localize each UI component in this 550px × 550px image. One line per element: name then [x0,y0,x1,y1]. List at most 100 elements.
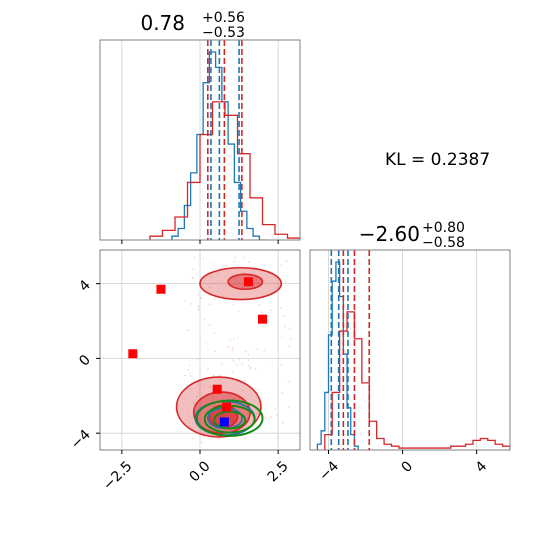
joint-sample-dot [202,257,204,260]
joint-sample-dot [234,397,237,400]
joint-sample-dot [249,367,251,370]
joint-sample-dot [237,310,240,313]
joint-sample-dot [277,260,280,263]
joint-sample-dot [232,359,235,362]
joint-sample-dot [276,436,279,439]
joint-sample-dot [225,264,228,267]
joint-sample-dot [208,386,211,389]
joint-sample-dot [244,350,247,353]
joint-sample-dot [200,297,203,299]
joint-sample-dot [212,397,215,400]
joint-x-tick-label-0: −2.5 [100,458,135,493]
marginal-panel-param-1: 0.78 +0.56 −0.53 [99,10,301,244]
joint-x-ticks: −2.5 0.0 2.5 [100,450,292,494]
joint-sample-dot [186,412,188,415]
joint-sample-dot [289,337,292,340]
right-histogram-blue [316,261,359,450]
joint-x-tick-label-2: 2.5 [265,458,292,485]
joint-sample-dot [192,268,194,271]
joint-sample-dot [186,329,189,332]
joint-sample-dot [192,437,195,440]
right-title-lower: −0.58 [422,235,465,251]
right-histograms [316,261,510,450]
joint-sample-dot [286,260,288,263]
joint-sample-dot [231,346,234,349]
right-x-tick-label-2: 4 [473,458,491,476]
joint-sample-dot [242,389,244,392]
right-panel-frame [309,249,511,451]
right-x-ticks: −4 0 4 [316,450,490,484]
joint-sample-dot [202,432,205,435]
joint-x-tick-label-1: 0.0 [187,458,214,485]
joint-sample-dot [191,276,194,279]
joint-sample-dot [279,306,282,309]
joint-sample-dot [227,346,230,349]
joint-sample-dot [281,335,284,338]
joint-panel: −2.5 0.0 2.5 4 0 −4 [68,249,301,494]
joint-sample-dot [280,264,283,267]
joint-sample-dot [213,298,215,301]
joint-red-marker-0 [156,284,166,294]
joint-sample-dot [209,276,212,279]
joint-sample-dot [237,336,239,339]
marginal-panel-param-2: −4 0 4 −2.60 +0.80 −0.58 [309,220,511,484]
right-histogram-red [324,311,510,450]
joint-sample-dot [190,375,193,377]
joint-sample-dot [256,389,259,391]
joint-sample-dot [198,306,200,309]
joint-sample-dot [275,414,278,417]
joint-sample-dot [197,293,199,296]
joint-sample-dot [205,342,208,345]
joint-sample-dot [233,278,236,281]
joint-sample-dot [203,384,206,387]
joint-sample-dot [255,348,258,351]
joint-sample-dot [269,309,272,312]
joint-sample-dot [207,368,209,370]
joint-sample-dot [242,286,245,289]
joint-sample-dot [189,372,191,375]
joint-sample-dot [196,273,199,276]
joint-sample-dot [208,324,211,327]
joint-sample-dot [221,363,223,366]
joint-sample-dot [284,325,286,328]
joint-sample-dot [229,338,232,341]
right-quantile-lines [330,250,371,450]
joint-sample-dot [218,374,221,377]
joint-sample-dot [184,300,187,303]
joint-sample-dot [196,358,199,361]
joint-sample-dot [221,398,224,401]
right-title-value: −2.60 [359,222,420,246]
joint-sample-dot [281,422,284,424]
top-histogram-blue [171,51,266,240]
joint-sample-dot [271,364,274,367]
joint-blue-marker-0 [219,417,229,427]
joint-red-contour-3 [199,266,283,301]
kl-annotation: KL = 0.2387 [385,150,490,170]
joint-sample-dot [282,314,285,317]
joint-sample-dot [196,396,198,398]
joint-y-tick-label-1: 0 [76,352,94,370]
joint-sample-dot [254,368,257,371]
joint-sample-dot [256,412,259,414]
top-quantile-lines [207,40,243,240]
joint-sample-dot [232,398,235,400]
joint-sample-dot [216,271,219,274]
joint-y-tick-label-0: 4 [76,277,94,295]
joint-sample-dot [258,303,261,306]
joint-red-marker-1 [128,349,138,359]
joint-sample-dot [208,303,211,306]
joint-sample-dot [213,332,216,335]
joint-sample-dot [208,286,211,289]
joint-sample-dot [274,408,277,411]
joint-sample-dot [188,364,191,367]
joint-red-marker-2 [243,277,253,287]
joint-contours [128,256,292,444]
joint-sample-dot [247,359,250,361]
joint-sample-dot [233,260,236,263]
top-title-upper: +0.56 [202,10,245,26]
joint-sample-dot [255,412,258,415]
joint-sample-dot [247,261,250,264]
joint-green-contour-2 [213,410,247,430]
joint-sample-dot [280,363,283,366]
joint-sample-dot [219,378,222,381]
